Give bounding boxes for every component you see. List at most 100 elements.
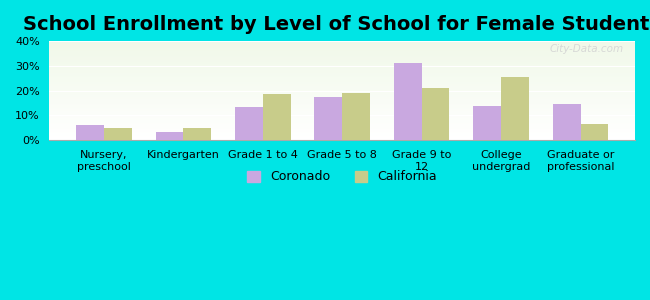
Bar bbox=[49, 43, 635, 44]
Bar bbox=[394, 63, 422, 140]
Bar bbox=[49, 61, 635, 62]
Bar bbox=[49, 87, 635, 88]
Bar bbox=[49, 126, 635, 127]
Bar bbox=[49, 138, 635, 139]
Bar bbox=[49, 110, 635, 112]
Bar bbox=[49, 49, 635, 50]
Bar bbox=[49, 120, 635, 122]
Title: School Enrollment by Level of School for Female Students: School Enrollment by Level of School for… bbox=[23, 15, 650, 34]
Bar bbox=[49, 64, 635, 65]
Bar bbox=[49, 82, 635, 83]
Bar bbox=[49, 46, 635, 47]
Bar bbox=[501, 77, 529, 140]
Bar bbox=[422, 88, 450, 140]
Bar bbox=[49, 60, 635, 61]
Bar bbox=[49, 75, 635, 76]
Bar bbox=[49, 117, 635, 119]
Bar bbox=[49, 112, 635, 113]
Bar bbox=[49, 73, 635, 74]
Bar bbox=[49, 86, 635, 87]
Bar bbox=[49, 78, 635, 79]
Bar bbox=[49, 66, 635, 67]
Bar bbox=[49, 127, 635, 128]
Bar bbox=[49, 134, 635, 135]
Bar bbox=[49, 71, 635, 72]
Bar bbox=[49, 76, 635, 77]
Bar bbox=[49, 130, 635, 131]
Bar bbox=[49, 118, 635, 119]
Bar bbox=[49, 56, 635, 57]
Bar bbox=[49, 109, 635, 110]
Bar bbox=[49, 88, 635, 89]
Bar bbox=[49, 59, 635, 60]
Bar bbox=[49, 48, 635, 49]
Bar bbox=[49, 94, 635, 96]
Bar bbox=[49, 79, 635, 80]
Bar bbox=[49, 55, 635, 56]
Bar bbox=[49, 67, 635, 68]
Bar bbox=[49, 91, 635, 92]
Bar bbox=[49, 53, 635, 54]
Bar bbox=[49, 93, 635, 94]
Bar bbox=[49, 85, 635, 86]
Bar bbox=[49, 113, 635, 114]
Bar bbox=[49, 58, 635, 59]
Bar bbox=[49, 80, 635, 81]
Bar bbox=[49, 42, 635, 43]
Bar bbox=[49, 62, 635, 63]
Bar bbox=[104, 128, 132, 140]
Bar bbox=[49, 89, 635, 90]
Bar bbox=[49, 57, 635, 58]
Text: City-Data.com: City-Data.com bbox=[549, 44, 623, 54]
Bar bbox=[49, 122, 635, 123]
Bar bbox=[49, 133, 635, 134]
Bar bbox=[155, 131, 183, 140]
Bar bbox=[183, 128, 211, 140]
Bar bbox=[49, 103, 635, 104]
Bar bbox=[49, 99, 635, 100]
Bar bbox=[49, 41, 635, 42]
Bar bbox=[49, 135, 635, 136]
Bar bbox=[49, 100, 635, 102]
Bar bbox=[49, 68, 635, 69]
Bar bbox=[49, 129, 635, 130]
Bar bbox=[49, 128, 635, 129]
Bar bbox=[49, 52, 635, 53]
Bar bbox=[49, 102, 635, 103]
Bar bbox=[49, 50, 635, 51]
Bar bbox=[49, 125, 635, 126]
Bar bbox=[49, 65, 635, 66]
Bar bbox=[49, 44, 635, 45]
Bar bbox=[315, 97, 343, 140]
Bar bbox=[49, 47, 635, 48]
Legend: Coronado, California: Coronado, California bbox=[242, 165, 442, 188]
Bar bbox=[263, 94, 291, 140]
Bar bbox=[49, 72, 635, 73]
Bar bbox=[49, 104, 635, 106]
Bar bbox=[473, 106, 501, 140]
Bar bbox=[49, 70, 635, 71]
Bar bbox=[49, 124, 635, 125]
Bar bbox=[49, 74, 635, 75]
Bar bbox=[49, 69, 635, 70]
Bar bbox=[49, 119, 635, 120]
Bar bbox=[49, 139, 635, 140]
Bar bbox=[49, 137, 635, 138]
Bar bbox=[552, 104, 580, 140]
Bar bbox=[49, 83, 635, 84]
Bar bbox=[49, 100, 635, 101]
Bar bbox=[49, 106, 635, 107]
Bar bbox=[49, 84, 635, 85]
Bar bbox=[49, 131, 635, 132]
Bar bbox=[49, 136, 635, 137]
Bar bbox=[49, 98, 635, 99]
Bar bbox=[49, 90, 635, 91]
Bar bbox=[49, 97, 635, 98]
Bar bbox=[49, 45, 635, 46]
Bar bbox=[49, 81, 635, 82]
Bar bbox=[49, 92, 635, 93]
Bar bbox=[580, 124, 608, 140]
Bar bbox=[343, 93, 370, 140]
Bar bbox=[49, 77, 635, 78]
Bar bbox=[49, 116, 635, 117]
